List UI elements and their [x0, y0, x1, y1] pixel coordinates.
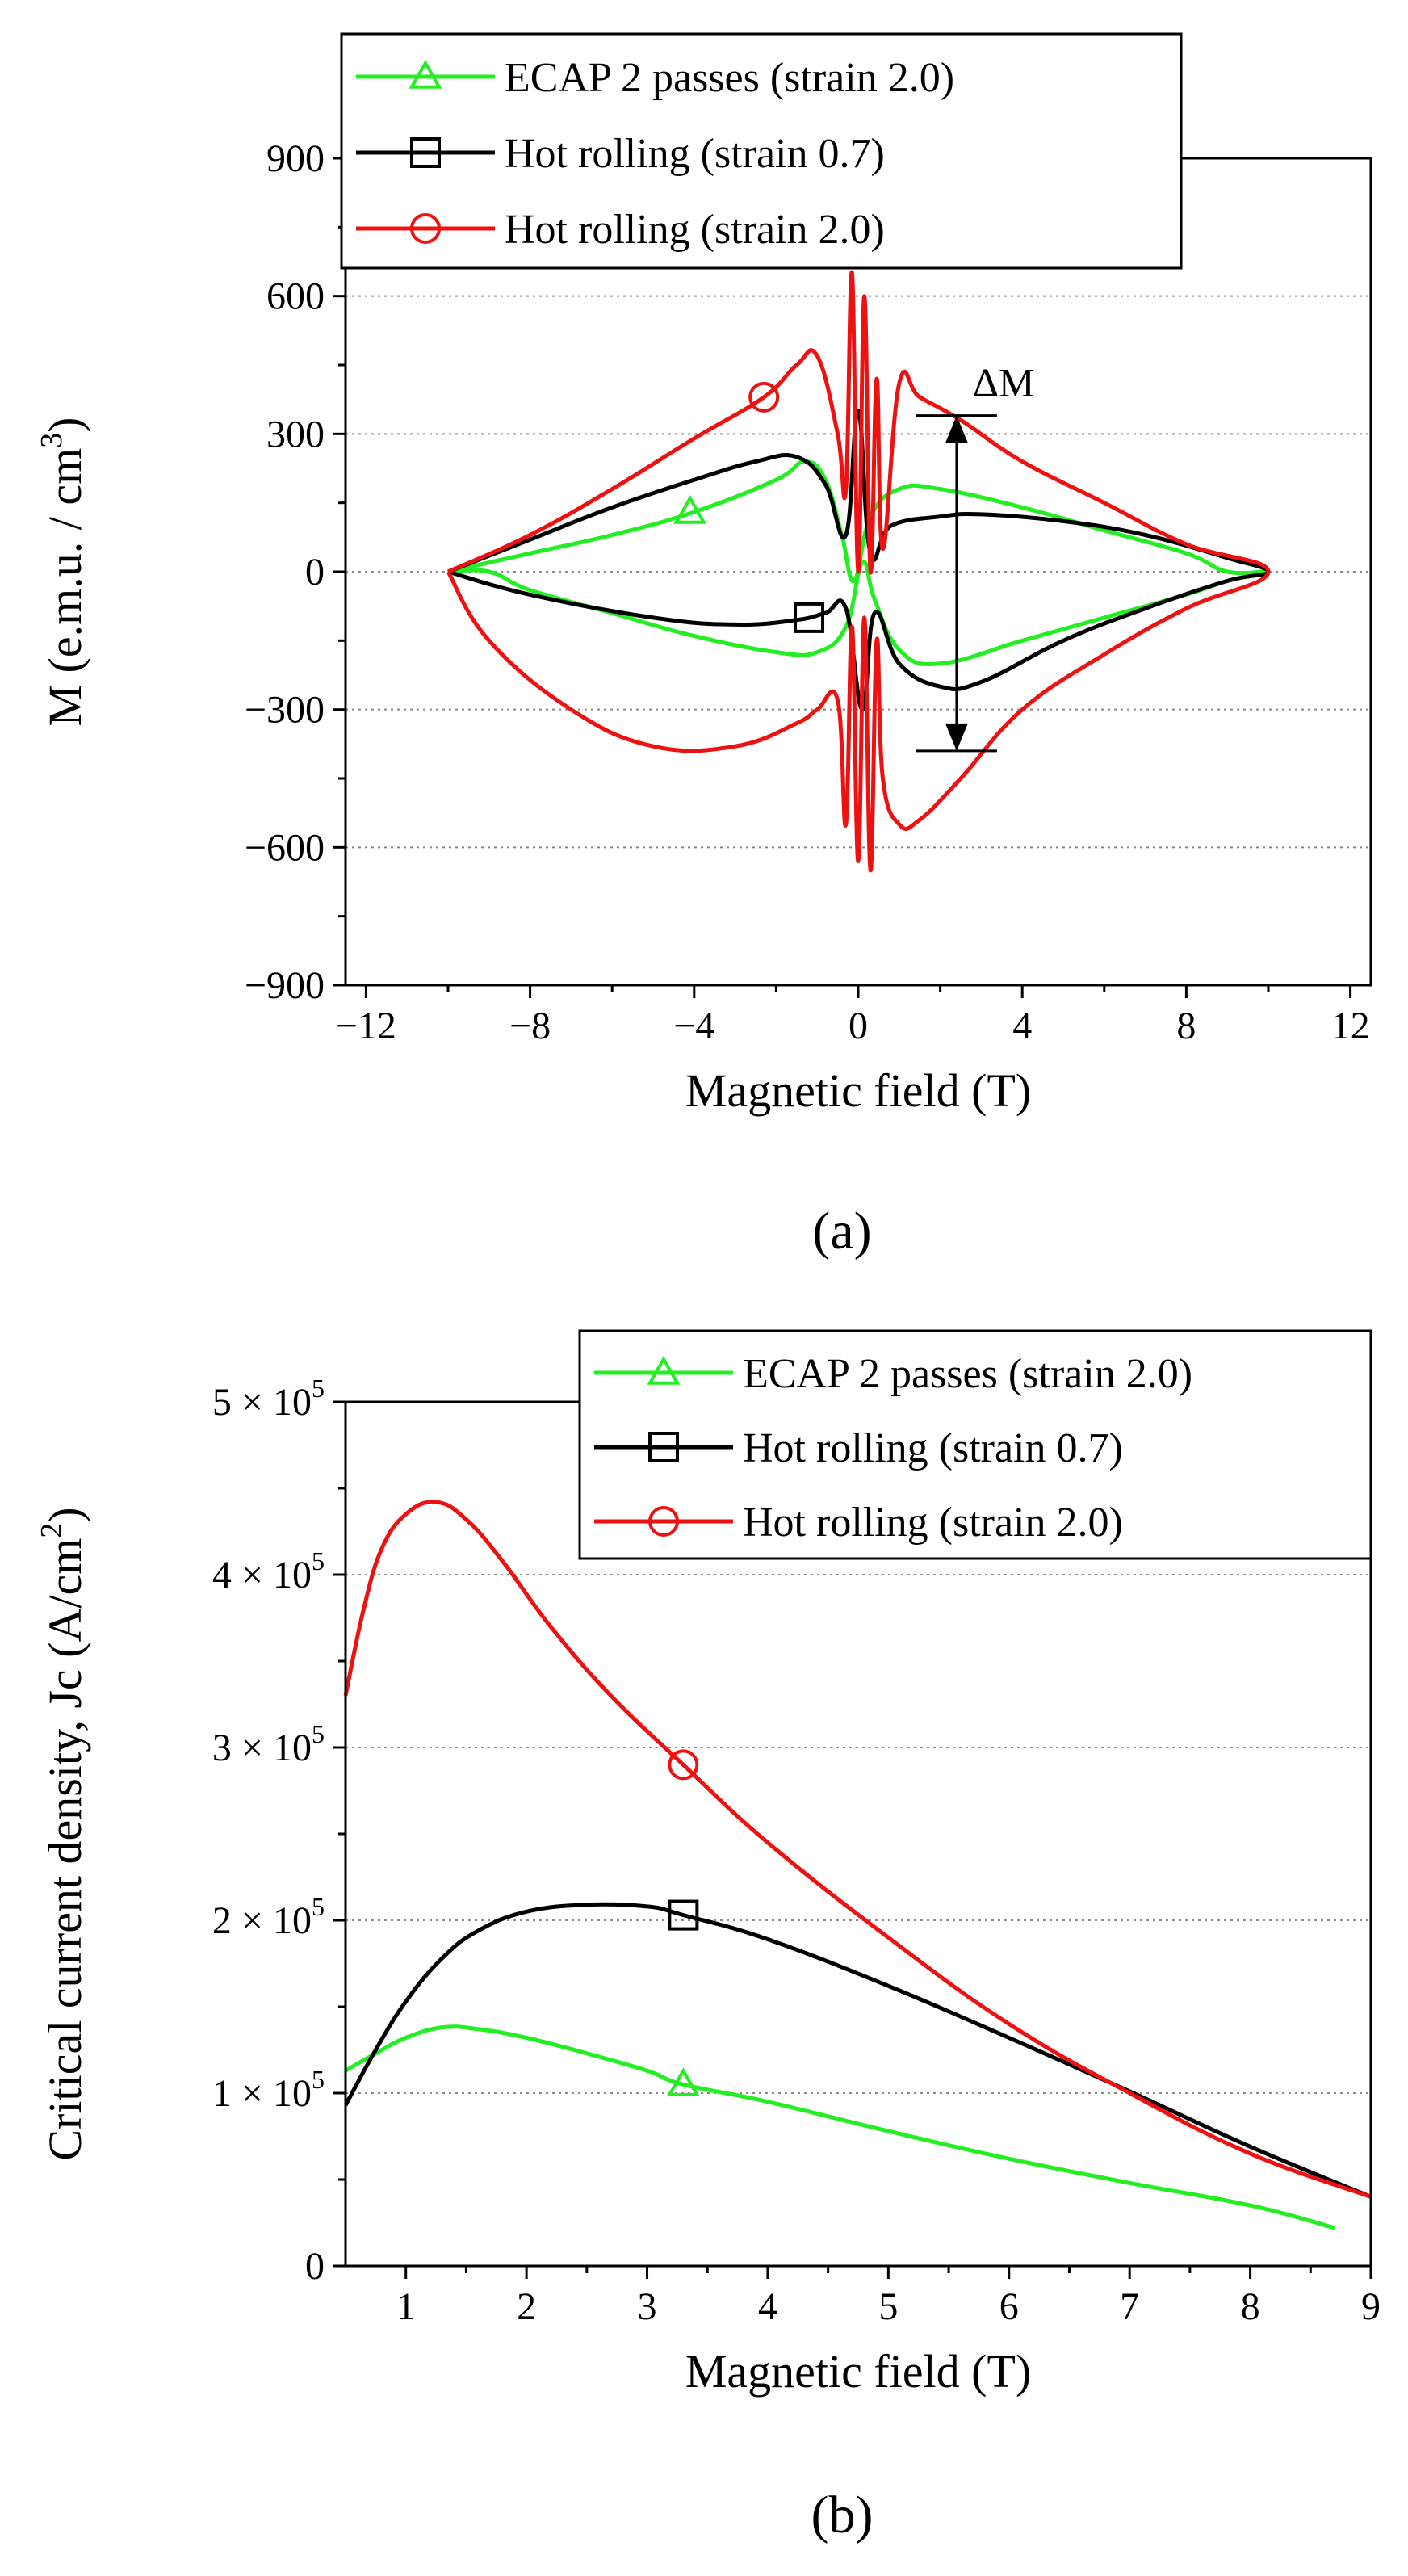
- x-tick-label: 8: [1241, 2285, 1260, 2328]
- y-axis-label: Critical current density, Jc (A/cm2): [35, 1507, 91, 2160]
- y-tick-label: 0: [305, 2245, 325, 2288]
- legend-label-1: Hot rolling (strain 0.7): [743, 1425, 1123, 1471]
- series-line-1: [447, 409, 1271, 712]
- y-tick-label: 4 × 105: [212, 1546, 325, 1596]
- x-tick-label: 5: [878, 2285, 898, 2328]
- x-tick-label: 3: [638, 2285, 657, 2328]
- y-tick-label: 1 × 105: [212, 2065, 325, 2115]
- legend-marker-0: [647, 1355, 681, 1385]
- data-marker-2: [748, 381, 780, 413]
- y-axis-label: M (e.m.u. / cm3): [35, 417, 91, 726]
- series-line-2: [343, 1500, 1372, 2199]
- y-axis-label-end: ): [39, 1507, 91, 1522]
- x-tick-label: −12: [336, 1005, 396, 1047]
- y-tick-label: 0: [305, 551, 325, 594]
- x-tick-label: 7: [1120, 2285, 1139, 2328]
- y-tick-label: 600: [266, 275, 325, 318]
- x-tick-label: 6: [999, 2285, 1019, 2328]
- series-line-1: [343, 1902, 1372, 2199]
- legend-label-0: ECAP 2 passes (strain 2.0): [743, 1351, 1192, 1397]
- legend-marker-1: [410, 137, 441, 168]
- y-axis-label-end: ): [39, 417, 91, 432]
- legend-label-0: ECAP 2 passes (strain 2.0): [505, 55, 954, 101]
- y-tick-mantissa: 4 × 10: [212, 1554, 312, 1596]
- x-tick-label: 12: [1331, 1005, 1370, 1047]
- legend-marker-2: [410, 213, 441, 244]
- y-tick-label: 5 × 105: [212, 1374, 325, 1424]
- series-line-2: [446, 270, 1271, 873]
- x-tick-label: 0: [849, 1005, 868, 1047]
- y-axis-label-main: M (e.m.u. / cm: [39, 448, 91, 727]
- legend-label-2: Hot rolling (strain 2.0): [743, 1500, 1123, 1546]
- y-tick-mantissa: 0: [305, 2245, 325, 2288]
- x-tick-label: −8: [509, 1005, 551, 1047]
- series-line-0: [344, 2024, 1335, 2230]
- x-tick-label: 1: [396, 2285, 416, 2328]
- legend-marker-2: [648, 1506, 679, 1537]
- x-tick-label: 2: [517, 2285, 536, 2328]
- y-tick-label: −900: [245, 964, 325, 1007]
- y-tick-exponent: 5: [312, 1892, 325, 1921]
- y-tick-label: 3 × 105: [212, 1719, 325, 1769]
- x-tick-label: 4: [1012, 1005, 1032, 1047]
- x-tick-label: 9: [1361, 2285, 1381, 2328]
- y-tick-exponent: 5: [312, 1374, 325, 1403]
- x-tick-label: −4: [673, 1005, 714, 1047]
- y-tick-mantissa: 2 × 10: [212, 1899, 312, 1942]
- delta-m-arrowhead-bottom: [945, 723, 968, 751]
- y-tick-label: 900: [266, 137, 325, 180]
- chart-panel-a: −12 −8 −4 0 4 8 12 −900 −600 −300 0 300 600 900 Magnet…: [35, 32, 1372, 1261]
- y-tick-label: 300: [266, 413, 325, 455]
- y-tick-mantissa: 1 × 10: [212, 2072, 312, 2115]
- x-axis-label: Magnetic field (T): [685, 1064, 1031, 1117]
- data-marker-0: [666, 2067, 700, 2097]
- legend-label-2: Hot rolling (strain 2.0): [505, 207, 885, 253]
- y-axis-label-sup: 2: [35, 1523, 69, 1538]
- x-tick-label: 8: [1176, 1005, 1196, 1047]
- legend-marker-1: [648, 1432, 679, 1462]
- y-tick-mantissa: 5 × 10: [212, 1381, 312, 1424]
- y-tick-label: 2 × 105: [212, 1892, 325, 1942]
- y-tick-label: −300: [245, 689, 325, 732]
- legend-marker-0: [409, 59, 442, 89]
- y-tick-exponent: 5: [312, 1546, 325, 1575]
- x-axis-label: Magnetic field (T): [685, 2345, 1031, 2398]
- y-tick-label: −600: [245, 826, 325, 869]
- legend-label-1: Hot rolling (strain 0.7): [505, 131, 885, 177]
- delta-m-label: ΔM: [973, 360, 1035, 405]
- y-tick-exponent: 5: [312, 1719, 325, 1748]
- y-axis-label-main: Critical current density, Jc (A/cm: [39, 1538, 91, 2161]
- data-marker-0: [673, 495, 707, 524]
- y-axis-label-sup: 3: [35, 433, 69, 448]
- data-marker-2: [668, 1749, 699, 1781]
- data-marker-1: [668, 1899, 699, 1931]
- delta-m-arrowhead-top: [945, 415, 968, 443]
- data-marker-1: [794, 602, 825, 633]
- panel-label: (b): [811, 2486, 874, 2545]
- panel-label: (a): [812, 1202, 871, 1261]
- y-tick-mantissa: 3 × 10: [212, 1726, 312, 1769]
- y-tick-exponent: 5: [312, 2065, 325, 2094]
- x-tick-label: 4: [758, 2285, 777, 2328]
